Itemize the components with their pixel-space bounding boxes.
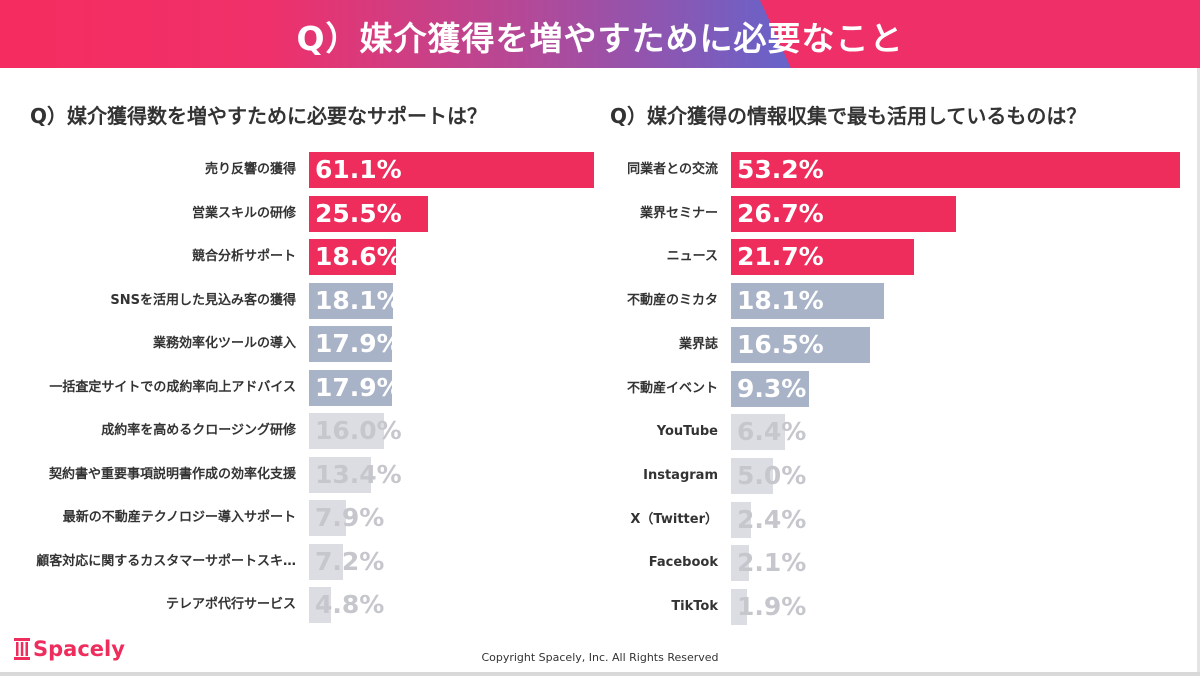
bar-row: 業務効率化ツールの導入 17.9%: [0, 326, 1200, 362]
bar-label: 営業スキルの研修: [191, 205, 296, 221]
bar: [309, 239, 396, 275]
bar-label: 不動産イベント: [626, 380, 718, 396]
bar: [731, 370, 810, 407]
bar-row: Instagram 5.0%: [0, 457, 1200, 494]
bar-label: 売り反響の獲得: [204, 162, 296, 177]
bar-value: 13.4%: [315, 459, 402, 489]
bar-row: 成約率を高めるクロージング研修 16.0%: [0, 413, 1200, 449]
bar-row: 一括査定サイトでの成約率向上アドバイス 17.9%: [0, 369, 1200, 406]
left-question: Q）媒介獲得数を増やすために必要なサポートは？: [30, 104, 488, 128]
right-question: Q）媒介獲得の情報収集で最も活用しているものは？: [610, 104, 1087, 128]
bar-label: 顧客対応に関するカスタマーサポートスキ…: [36, 553, 296, 569]
bar-value: 7.9%: [315, 503, 385, 532]
bar-row: 業界誌 16.5%: [0, 326, 1200, 363]
bar: [309, 543, 343, 580]
bar-value: 25.5%: [315, 198, 402, 228]
bar-row: TikTok 1.9%: [0, 589, 1200, 625]
bar-label: TikTok: [671, 599, 718, 614]
bar-value: 17.9%: [315, 372, 402, 402]
bar-label: 業界セミナー: [639, 205, 718, 221]
bar-row: 同業者との交流 53.2%: [0, 152, 1200, 188]
bar-row: X（Twitter） 2.4%: [0, 501, 1200, 538]
bar-label: ニュース: [666, 249, 718, 265]
bar-label: YouTube: [656, 424, 718, 440]
bar-row: 業界セミナー 26.7%: [0, 195, 1200, 232]
bar-row: 不動産イベント 9.3%: [0, 370, 1200, 407]
bar-label: 最新の不動産テクノロジー導入サポート: [62, 510, 296, 525]
bar-value: 17.9%: [315, 329, 402, 358]
banner-diagonal: [760, 0, 1200, 68]
bar-value: 2.4%: [737, 504, 807, 534]
bar-value: 18.1%: [315, 285, 402, 315]
bar-value: 21.7%: [737, 242, 824, 272]
bar: [731, 195, 957, 232]
copyright: Copyright Spacely, Inc. All Rights Reser…: [481, 651, 719, 664]
bar-label: 不動産のミカタ: [626, 293, 718, 309]
bar-label: 成約率を高めるクロージング研修: [101, 423, 296, 438]
bar-value: 53.2%: [737, 155, 824, 184]
bar-value: 6.4%: [737, 417, 807, 447]
bar-row: 契約書や重要事項説明書作成の効率化支援 13.4%: [0, 456, 1200, 493]
bar-row: テレアポ代行サービス 4.8%: [0, 587, 1200, 623]
bar-value: 4.8%: [315, 590, 385, 619]
bar-label: 契約書や重要事項説明書作成の効率化支援: [48, 466, 296, 482]
bar-row: 売り反響の獲得 61.1%: [0, 152, 1200, 188]
bar-label: 業界誌: [678, 336, 718, 352]
bar: [731, 589, 748, 625]
bar: [731, 501, 752, 538]
bar-value: 18.1%: [737, 286, 824, 316]
bottom-edge: [0, 672, 1200, 676]
bar: [309, 587, 332, 623]
bar-value: 16.0%: [315, 416, 402, 445]
bar-value: 26.7%: [737, 198, 824, 228]
bar: [731, 283, 884, 320]
bar-label: X（Twitter）: [630, 511, 718, 527]
bar-row: 顧客対応に関するカスタマーサポートスキ… 7.2%: [0, 543, 1200, 580]
bar-label: SNSを活用した見込み客の獲得: [110, 292, 296, 308]
bar-row: SNSを活用した見込み客の獲得 18.1%: [0, 282, 1200, 319]
bar: [731, 545, 749, 582]
bar: [731, 239, 915, 276]
bar-value: 16.5%: [737, 329, 824, 359]
bar-label: 業務効率化ツールの導入: [152, 336, 296, 351]
bar-row: Facebook 2.1%: [0, 545, 1200, 582]
bar-value: 5.0%: [737, 460, 807, 490]
bar-value: 1.9%: [737, 592, 807, 621]
bar-row: YouTube 6.4%: [0, 414, 1200, 451]
bar: [731, 414, 786, 451]
bar: [731, 326, 871, 363]
title-banner: Q）媒介獲得を増やすために必要なこと: [0, 0, 1200, 68]
bar-row: 営業スキルの研修 25.5%: [0, 195, 1200, 232]
bar-row: 不動産のミカタ 18.1%: [0, 283, 1200, 320]
bar-value: 9.3%: [737, 373, 807, 403]
slide-edge: [1197, 68, 1200, 676]
bar-value: 2.1%: [737, 548, 807, 578]
bar-value: 18.6%: [315, 242, 402, 271]
bar-row: 競合分析サポート 18.6%: [0, 239, 1200, 275]
page-title: Q）媒介獲得を増やすために必要なこと: [296, 19, 904, 58]
bar-value: 61.1%: [315, 155, 402, 184]
bar: [309, 413, 384, 449]
bar: [731, 152, 1180, 188]
bar-row: 最新の不動産テクノロジー導入サポート 7.9%: [0, 500, 1200, 536]
bar: [309, 456, 372, 493]
bar: [309, 195, 428, 232]
bar: [309, 369, 393, 406]
bar: [731, 457, 774, 494]
bar-row: ニュース 21.7%: [0, 239, 1200, 276]
bar-label: 競合分析サポート: [191, 249, 296, 264]
pillar-icon: [14, 638, 30, 660]
bar-label: Instagram: [643, 467, 718, 483]
bar-label: 一括査定サイトでの成約率向上アドバイス: [49, 379, 296, 395]
bar: [309, 282, 394, 319]
bar-label: 同業者との交流: [627, 162, 718, 177]
spacely-logo: Spacely: [14, 637, 125, 661]
bar: [309, 326, 393, 362]
logo-text: Spacely: [33, 637, 125, 661]
bar: [309, 152, 594, 188]
bar: [309, 500, 346, 536]
bar-label: テレアポ代行サービス: [165, 597, 296, 612]
bar-label: Facebook: [648, 555, 718, 571]
bar-value: 7.2%: [315, 546, 385, 576]
